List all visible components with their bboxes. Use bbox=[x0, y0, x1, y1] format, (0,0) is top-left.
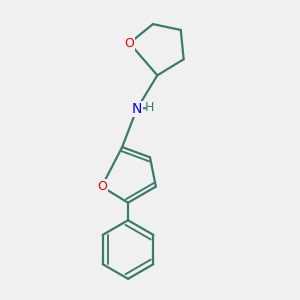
Text: O: O bbox=[124, 37, 134, 50]
Text: O: O bbox=[97, 180, 106, 193]
Text: N: N bbox=[132, 102, 142, 116]
Text: H: H bbox=[144, 101, 154, 114]
